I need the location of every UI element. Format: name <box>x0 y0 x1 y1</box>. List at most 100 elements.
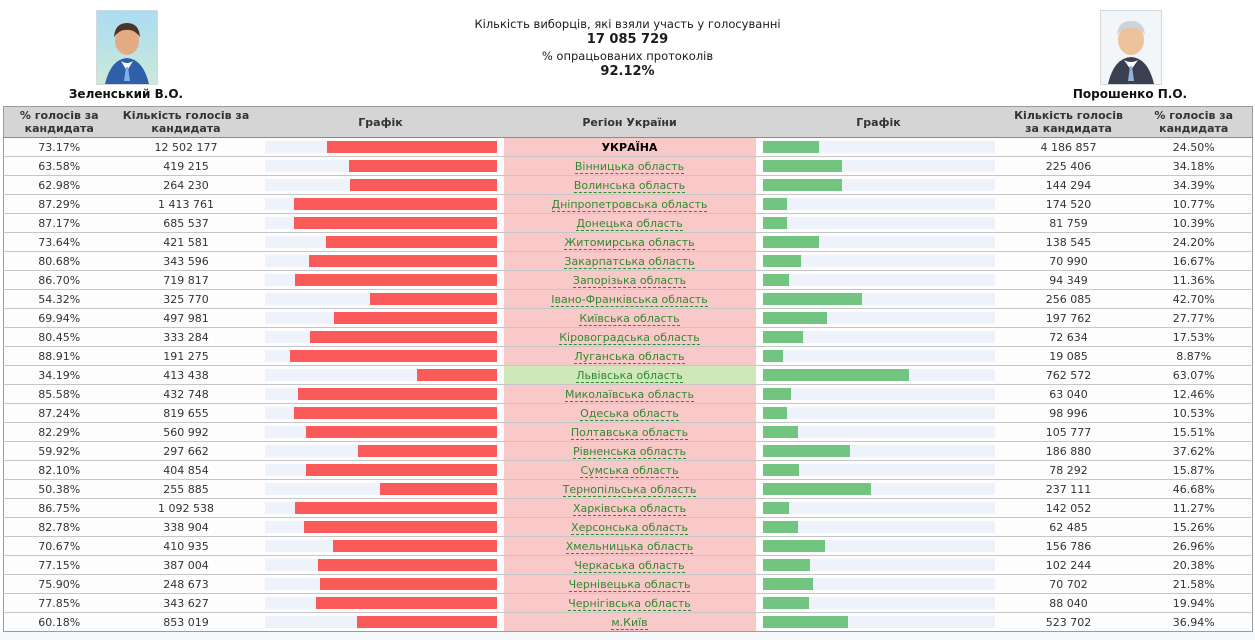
poroshenko-bar-cell <box>755 194 1002 214</box>
zelensky-votes-cell: 853 019 <box>114 612 258 632</box>
poroshenko-bar-cell <box>755 460 1002 480</box>
page-bottom-strip <box>0 632 1255 640</box>
region-link[interactable]: Івано-Франківська область <box>551 292 708 307</box>
region-link[interactable]: Миколаївська область <box>565 387 694 402</box>
zelensky-percent-cell: 82.78% <box>3 517 115 537</box>
zelensky-bar-cell <box>257 175 504 195</box>
poroshenko-bar <box>762 369 909 381</box>
poroshenko-bar <box>762 331 804 343</box>
zelensky-percent-cell: 62.98% <box>3 175 115 195</box>
table-row: 60.18% 853 019 м.Київ 523 702 36.94% <box>3 612 1253 632</box>
region-link[interactable]: Одеська область <box>580 406 679 421</box>
poroshenko-bar <box>762 255 802 267</box>
region-link[interactable]: Закарпатська область <box>564 254 695 269</box>
zelensky-bar-cell <box>257 365 504 385</box>
region-link[interactable]: м.Київ <box>611 615 648 630</box>
zelensky-bar-track <box>264 274 497 286</box>
poroshenko-bar-track <box>762 445 995 457</box>
poroshenko-percent-cell: 37.62% <box>1135 441 1253 461</box>
zelensky-bar <box>309 331 497 343</box>
poroshenko-percent-cell: 15.51% <box>1135 422 1253 442</box>
region-link[interactable]: Харківська область <box>572 501 687 516</box>
col-header-zelensky-votes: Кількість голосів за кандидата <box>114 106 258 138</box>
zelensky-bar-track <box>264 578 497 590</box>
region-link[interactable]: Дніпропетровська область <box>551 197 708 212</box>
poroshenko-votes-cell: 142 052 <box>1001 498 1136 518</box>
region-link[interactable]: Луганська область <box>574 349 685 364</box>
zelensky-bar-track <box>264 236 497 248</box>
zelensky-bar <box>370 293 497 305</box>
region-cell: Івано-Франківська область <box>503 289 756 309</box>
poroshenko-votes-cell: 156 786 <box>1001 536 1136 556</box>
region-link[interactable]: Львівська область <box>576 368 683 383</box>
poroshenko-bar-track <box>762 388 995 400</box>
region-link[interactable]: Черкаська область <box>574 558 685 573</box>
region-cell: Миколаївська область <box>503 384 756 404</box>
zelensky-bar <box>295 502 497 514</box>
region-link[interactable]: Полтавська область <box>570 425 689 440</box>
candidate-photo-poroshenko <box>1100 10 1162 85</box>
zelensky-percent-cell: 73.17% <box>3 137 115 157</box>
col-header-poroshenko-votes: Кількість голосів за кандидата <box>1001 106 1136 138</box>
zelensky-votes-cell: 191 275 <box>114 346 258 366</box>
region-link[interactable]: Сумська область <box>580 463 679 478</box>
zelensky-bar-track <box>264 160 497 172</box>
zelensky-bar-track <box>264 388 497 400</box>
zelensky-bar <box>356 616 497 628</box>
poroshenko-bar <box>762 198 788 210</box>
zelensky-bar-cell <box>257 593 504 613</box>
region-link[interactable]: Хмельницька область <box>565 539 694 554</box>
poroshenko-bar <box>762 483 871 495</box>
region-cell: Житомирська область <box>503 232 756 252</box>
poroshenko-votes-cell: 523 702 <box>1001 612 1136 632</box>
zelensky-bar <box>320 578 497 590</box>
region-link[interactable]: Чернівецька область <box>568 577 691 592</box>
zelensky-percent-cell: 77.15% <box>3 555 115 575</box>
table-row: 50.38% 255 885 Тернопільська область 237… <box>3 479 1253 499</box>
zelensky-bar-cell <box>257 422 504 442</box>
region-link[interactable]: Запорізька область <box>572 273 687 288</box>
region-link[interactable]: Рівненська область <box>573 444 686 459</box>
poroshenko-bar-cell <box>755 574 1002 594</box>
poroshenko-percent-cell: 42.70% <box>1135 289 1253 309</box>
zelensky-bar-cell <box>257 289 504 309</box>
region-link[interactable]: Волинська область <box>573 178 686 193</box>
table-row: 59.92% 297 662 Рівненська область 186 88… <box>3 441 1253 461</box>
region-cell: Закарпатська область <box>503 251 756 271</box>
poroshenko-votes-cell: 174 520 <box>1001 194 1136 214</box>
region-link[interactable]: Тернопільська область <box>562 482 697 497</box>
poroshenko-bar-cell <box>755 251 1002 271</box>
region-link[interactable]: Вінницька область <box>574 159 685 174</box>
poroshenko-bar-cell <box>755 612 1002 632</box>
zelensky-votes-cell: 432 748 <box>114 384 258 404</box>
poroshenko-bar <box>762 274 789 286</box>
page-header: Зеленський В.О. Кількість виборців, які … <box>0 0 1255 106</box>
zelensky-bar <box>304 521 497 533</box>
zelensky-bar-cell <box>257 137 504 157</box>
zelensky-bar-track <box>264 483 497 495</box>
zelensky-votes-cell: 387 004 <box>114 555 258 575</box>
poroshenko-votes-cell: 256 085 <box>1001 289 1136 309</box>
table-row: 86.75% 1 092 538 Харківська область 142 … <box>3 498 1253 518</box>
zelensky-percent-cell: 80.68% <box>3 251 115 271</box>
poroshenko-bar-track <box>762 597 995 609</box>
table-row: 73.17% 12 502 177 УКРАЇНА 4 186 857 24.5… <box>3 137 1253 157</box>
region-link[interactable]: Кіровоградська область <box>559 330 700 345</box>
region-link[interactable]: Чернігівська область <box>568 596 691 611</box>
region-cell: м.Київ <box>503 612 756 632</box>
zelensky-bar-track <box>264 407 497 419</box>
table-row: 85.58% 432 748 Миколаївська область 63 0… <box>3 384 1253 404</box>
candidate-name-poroshenko: Порошенко П.О. <box>1072 87 1188 101</box>
region-link[interactable]: Донецька область <box>576 216 683 231</box>
poroshenko-bar-cell <box>755 384 1002 404</box>
poroshenko-bar-track <box>762 616 995 628</box>
zelensky-votes-cell: 497 981 <box>114 308 258 328</box>
zelensky-votes-cell: 264 230 <box>114 175 258 195</box>
zelensky-votes-cell: 413 438 <box>114 365 258 385</box>
col-header-zelensky-percent: % голосів за кандидата <box>3 106 115 138</box>
zelensky-percent-cell: 59.92% <box>3 441 115 461</box>
region-link[interactable]: Херсонська область <box>571 520 688 535</box>
region-link[interactable]: Київська область <box>579 311 680 326</box>
poroshenko-bar <box>762 464 800 476</box>
region-link[interactable]: Житомирська область <box>564 235 695 250</box>
